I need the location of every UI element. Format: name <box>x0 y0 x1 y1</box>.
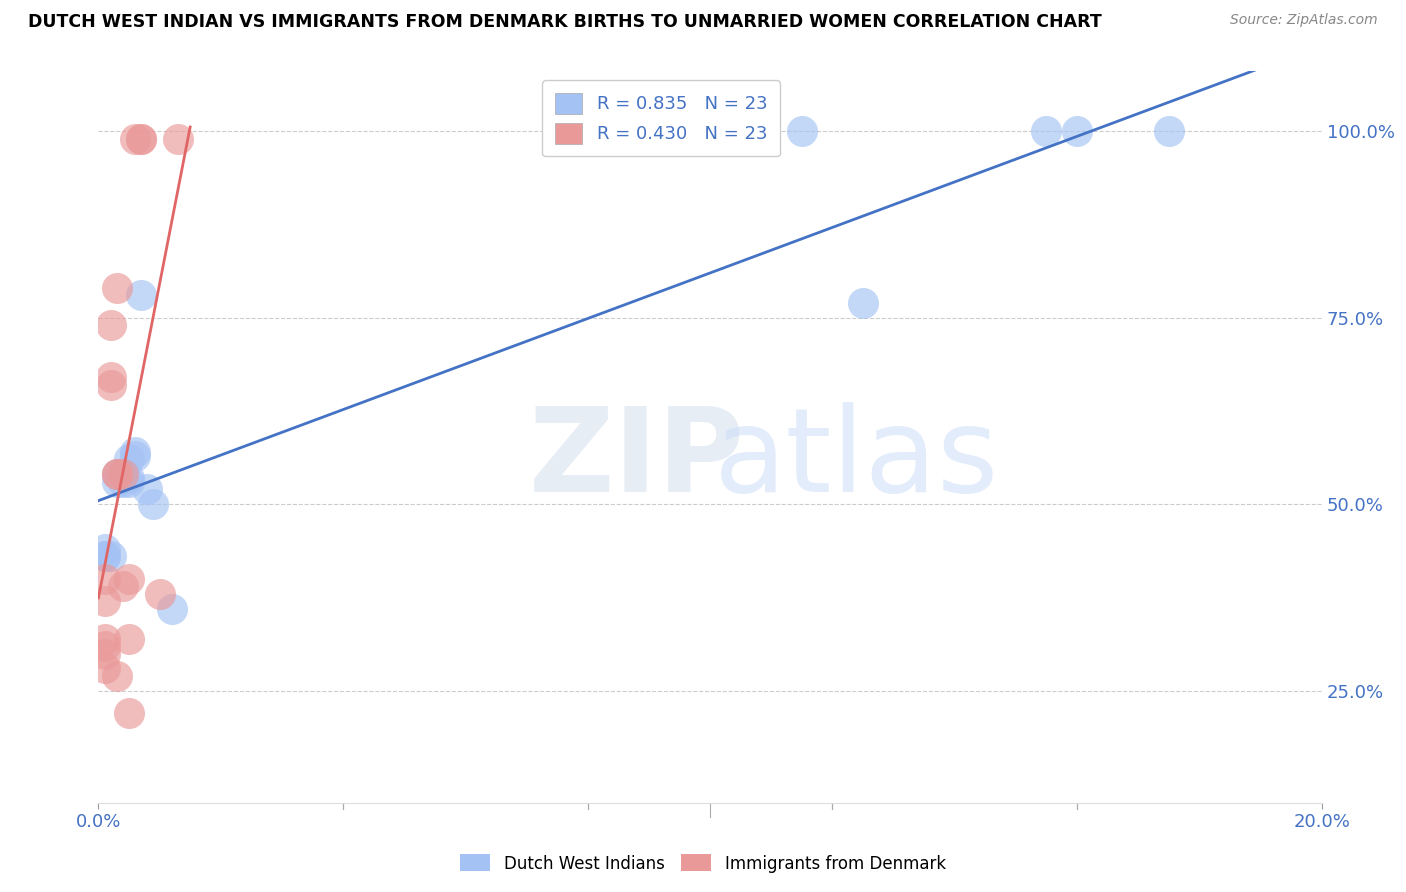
Text: Source: ZipAtlas.com: Source: ZipAtlas.com <box>1230 13 1378 28</box>
Text: atlas: atlas <box>714 401 1000 516</box>
Point <box>93 549 115 564</box>
Point <box>105 467 128 482</box>
Point <box>118 632 141 646</box>
Point <box>93 647 115 661</box>
Point <box>129 131 152 145</box>
Point <box>852 295 875 310</box>
Point <box>111 467 134 482</box>
Point <box>1157 124 1180 138</box>
Point <box>124 449 146 463</box>
Point <box>105 467 128 482</box>
Legend: R = 0.835   N = 23, R = 0.430   N = 23: R = 0.835 N = 23, R = 0.430 N = 23 <box>543 80 780 156</box>
Point <box>105 467 128 482</box>
Text: DUTCH WEST INDIAN VS IMMIGRANTS FROM DENMARK BIRTHS TO UNMARRIED WOMEN CORRELATI: DUTCH WEST INDIAN VS IMMIGRANTS FROM DEN… <box>28 13 1102 31</box>
Point <box>790 124 813 138</box>
Point <box>93 594 115 608</box>
Point <box>118 572 141 586</box>
Point <box>105 669 128 683</box>
Point <box>124 445 146 459</box>
Point <box>93 542 115 557</box>
Point <box>118 471 141 485</box>
Point <box>93 549 115 564</box>
Point <box>105 281 128 295</box>
Point <box>105 475 128 489</box>
Point <box>118 475 141 489</box>
Point <box>111 579 134 593</box>
Point <box>111 475 134 489</box>
Point <box>136 483 159 497</box>
Point <box>111 467 134 482</box>
Point <box>124 131 146 145</box>
Point <box>142 497 165 511</box>
Point <box>118 452 141 467</box>
Point <box>100 370 122 384</box>
Point <box>93 639 115 653</box>
Point <box>100 549 122 564</box>
Point <box>100 318 122 332</box>
Point <box>93 632 115 646</box>
Point <box>118 706 141 721</box>
Point <box>1066 124 1088 138</box>
Point <box>149 587 172 601</box>
Legend: Dutch West Indians, Immigrants from Denmark: Dutch West Indians, Immigrants from Denm… <box>454 847 952 880</box>
Point <box>167 131 190 145</box>
Point <box>1035 124 1057 138</box>
Text: ZIP: ZIP <box>529 401 745 516</box>
Point <box>129 131 152 145</box>
Point <box>111 467 134 482</box>
Point <box>160 601 183 615</box>
Point <box>93 572 115 586</box>
Point <box>129 288 152 302</box>
Point <box>93 661 115 675</box>
Point <box>100 377 122 392</box>
